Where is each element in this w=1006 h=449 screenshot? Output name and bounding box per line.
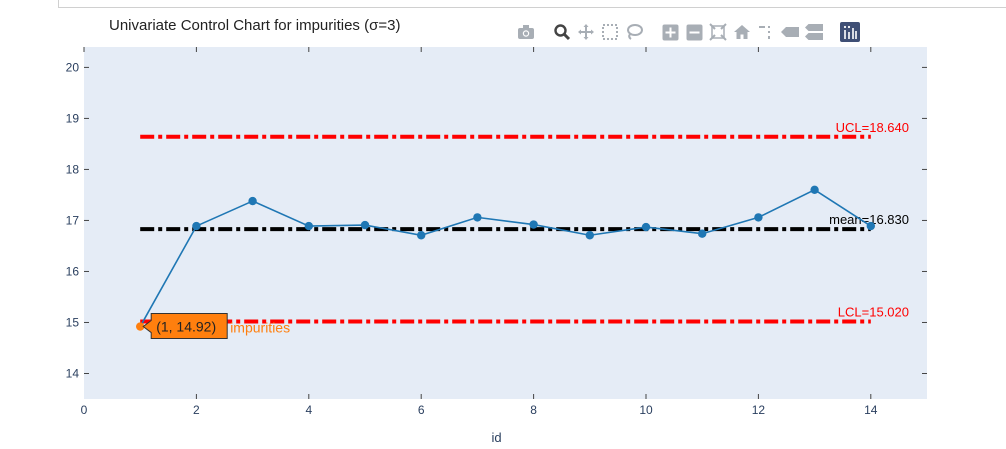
x-tick-label: 8 — [530, 403, 537, 417]
hover-label-text: (1, 14.92) — [156, 319, 216, 335]
chart-title: Univariate Control Chart for impurities … — [109, 17, 401, 34]
data-point[interactable] — [641, 222, 651, 232]
data-point[interactable] — [136, 322, 145, 331]
x-tick-label: 0 — [81, 403, 88, 417]
plotly-logo-icon[interactable] — [839, 21, 861, 43]
data-point[interactable] — [473, 213, 482, 222]
y-tick-label: 15 — [66, 315, 80, 329]
zoom-in-icon[interactable] — [659, 21, 681, 43]
y-tick-label: 17 — [66, 213, 80, 227]
zoom-icon[interactable] — [551, 21, 573, 43]
plot-area[interactable] — [84, 47, 927, 399]
x-tick-label: 2 — [193, 403, 200, 417]
y-tick-label: 19 — [66, 111, 80, 125]
box-select-icon[interactable] — [599, 21, 621, 43]
camera-icon[interactable] — [515, 21, 537, 43]
series-line-0 — [139, 188, 872, 327]
hover-label-box — [142, 313, 228, 340]
y-tick-label: 14 — [66, 366, 80, 380]
data-point[interactable] — [304, 221, 313, 231]
x-tick-label: 6 — [418, 403, 425, 417]
data-point[interactable] — [754, 213, 763, 222]
data-point[interactable] — [529, 220, 538, 229]
x-tick-label: 10 — [639, 403, 653, 417]
reference-label-2: LCL=15.020 — [838, 304, 909, 319]
pan-icon[interactable] — [575, 21, 597, 43]
lasso-select-icon[interactable] — [623, 21, 645, 43]
x-axis-title: id — [491, 430, 501, 445]
autoscale-icon[interactable] — [707, 21, 729, 43]
y-tick-label: 16 — [66, 264, 80, 278]
y-tick-label: 20 — [66, 60, 80, 74]
x-tick-label: 4 — [305, 403, 312, 417]
hover-closest-icon[interactable] — [779, 21, 801, 43]
x-tick-label: 14 — [864, 403, 878, 417]
data-point[interactable] — [248, 196, 257, 206]
zoom-out-icon[interactable] — [683, 21, 705, 43]
hover-series-name: impurities — [230, 320, 290, 336]
data-point[interactable] — [810, 185, 819, 195]
hover-compare-icon[interactable] — [803, 21, 825, 43]
data-point[interactable] — [192, 221, 201, 231]
data-point[interactable] — [866, 221, 875, 231]
modebar — [515, 20, 863, 44]
spike-lines-icon[interactable] — [755, 21, 777, 43]
x-tick-label: 12 — [752, 403, 766, 417]
top-border — [58, 0, 1006, 8]
data-point[interactable] — [417, 231, 426, 240]
reset-axes-icon[interactable] — [731, 21, 753, 43]
data-point[interactable] — [698, 229, 707, 238]
data-point[interactable] — [360, 220, 370, 230]
reference-label-0: UCL=18.640 — [836, 120, 909, 135]
y-tick-label: 18 — [66, 162, 80, 176]
data-point[interactable] — [585, 231, 594, 240]
reference-label-1: mean=16.830 — [829, 212, 909, 227]
